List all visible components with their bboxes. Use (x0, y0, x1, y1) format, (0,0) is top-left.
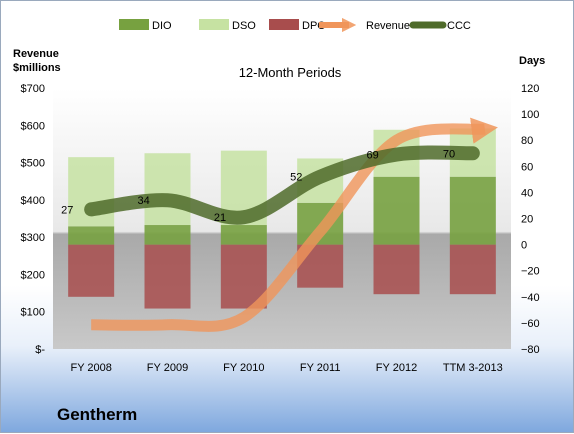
chart-title: 12-Month Periods (239, 65, 342, 80)
left-tick-label: $- (35, 344, 45, 356)
right-axis-label: Days (519, 55, 545, 67)
category-label: FY 2011 (300, 362, 341, 374)
left-axis-label-line-1: Revenue (13, 48, 59, 60)
right-axis-ticks: −80 −60 −40 −20 0 20 40 60 80 100 120 (521, 83, 540, 356)
right-tick-label: 0 (521, 240, 527, 252)
left-tick-label: $300 (21, 232, 45, 244)
right-tick-label: 120 (521, 83, 539, 95)
ccc-value-label: 27 (61, 204, 73, 216)
legend-swatch-dio (119, 19, 149, 30)
left-tick-label: $400 (21, 195, 45, 207)
legend-label: Revenue (366, 20, 410, 32)
bar-dso (144, 153, 191, 226)
ccc-line (84, 145, 480, 225)
left-axis-ticks: $- $100 $200 $300 $400 $500 $600 $700 (21, 83, 46, 356)
right-tick-label: 40 (521, 187, 533, 199)
ccc-value-label: 34 (138, 195, 150, 207)
ccc-value-label: 21 (214, 212, 226, 224)
legend: DIO DSO DPO Revenue CCC (119, 17, 471, 33)
legend-swatch-dpo (269, 19, 299, 30)
left-axis-label-line-2: $millions (13, 62, 61, 74)
bar-dpo (449, 244, 496, 295)
series-lines (84, 117, 498, 332)
left-tick-label: $500 (21, 158, 45, 170)
legend-label: DIO (152, 20, 172, 32)
revenue-line (91, 117, 498, 332)
right-tick-label: −40 (521, 292, 540, 304)
company-name: Gentherm (57, 405, 138, 424)
legend-label: CCC (447, 20, 471, 32)
right-tick-label: 60 (521, 161, 533, 173)
bar-dpo (373, 244, 420, 295)
legend-swatch-dso (199, 19, 229, 30)
category-labels: FY 2008 FY 2009 FY 2010 FY 2011 FY 2012 TTM 3… (70, 362, 502, 374)
category-label: FY 2010 (223, 362, 264, 374)
bar-dio (373, 176, 420, 245)
right-tick-label: −20 (521, 266, 540, 278)
bar-dpo (144, 244, 191, 309)
ccc-value-label: 52 (290, 172, 302, 184)
bar-dio (220, 225, 267, 245)
category-label: FY 2009 (147, 362, 188, 374)
right-tick-label: 80 (521, 135, 533, 147)
ccc-value-label: 70 (443, 148, 455, 160)
left-tick-label: $100 (21, 307, 45, 319)
ccc-labels: 27 34 21 52 69 70 (61, 148, 455, 224)
category-label: FY 2012 (376, 362, 417, 374)
category-label: FY 2008 (70, 362, 111, 374)
left-tick-label: $600 (21, 120, 45, 132)
right-tick-label: 20 (521, 214, 533, 226)
bar-dio (449, 176, 496, 245)
ccc-value-label: 69 (367, 150, 379, 162)
right-tick-label: −60 (521, 318, 540, 330)
bar-dpo (68, 244, 115, 297)
bar-dio (144, 225, 191, 245)
left-tick-label: $200 (21, 269, 45, 281)
right-tick-label: 100 (521, 109, 539, 121)
right-tick-label: −80 (521, 344, 540, 356)
bar-dio (68, 226, 115, 245)
legend-label: DSO (232, 20, 256, 32)
left-tick-label: $700 (21, 83, 45, 95)
category-label: TTM 3-2013 (443, 362, 503, 374)
